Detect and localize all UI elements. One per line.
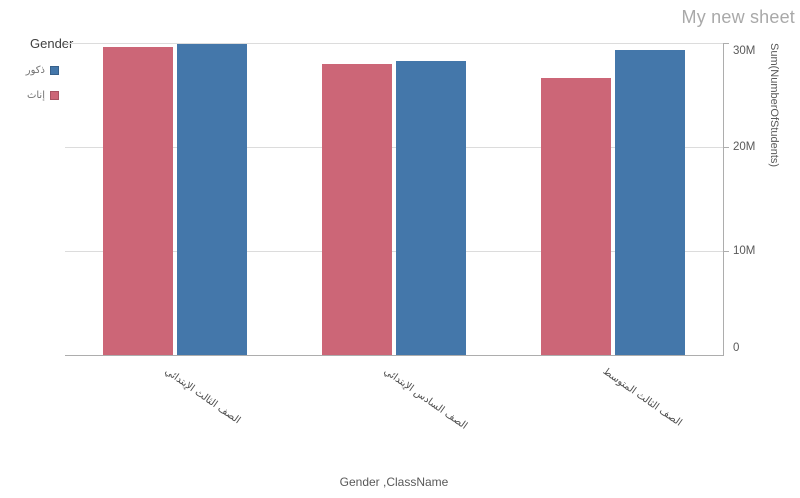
y-axis-line [723,43,724,355]
x-axis-title: Gender ,ClassName [339,475,449,489]
x-tick-label: الصف الثالث المتوسط [601,366,685,429]
y-tick-label: 30M [733,45,756,57]
y-axis-tick [723,147,729,148]
x-tick-label: الصف الثالث الإبتدائي [162,366,242,427]
legend-swatch-females [50,91,59,100]
y-tick-label: 10M [733,245,756,257]
gridline [65,147,723,148]
bar-females[interactable] [322,63,392,355]
y-tick-label: 0 [733,342,740,354]
y-axis-title: Sum(NumberOfStudents) [768,43,780,168]
bar-males[interactable] [615,50,686,355]
legend-item-females[interactable]: إناث [0,90,60,101]
legend-item-males[interactable]: ذكور [0,65,60,76]
x-tick-label: الصف السادس الإبتدائي [381,366,470,432]
y-axis-tick [723,251,729,252]
legend-item-label: إناث [26,90,45,101]
gridline [65,43,723,44]
bar-females[interactable] [102,47,173,355]
x-axis-line [65,355,724,356]
legend-swatch-males [50,66,59,75]
bar-males[interactable] [176,44,247,355]
legend-item-label: ذكور [25,65,45,76]
bar-males[interactable] [396,60,466,355]
gridline [65,251,723,252]
bar-females[interactable] [541,78,612,355]
y-axis-tick [723,43,729,44]
sheet-title: My new sheet [681,7,795,27]
y-tick-label: 20M [733,141,756,153]
